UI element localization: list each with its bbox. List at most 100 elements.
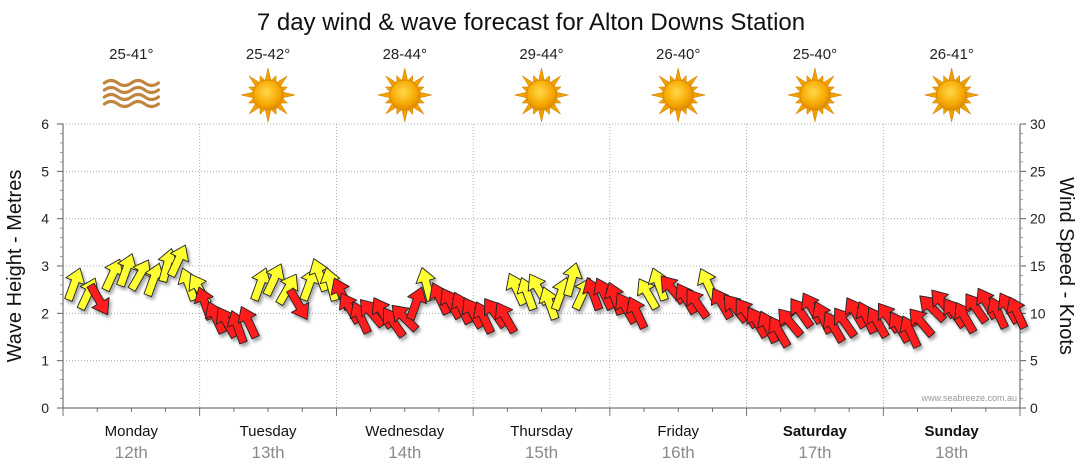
wind-arrow-mark — [686, 288, 711, 320]
tick-label-right: 5 — [1030, 353, 1038, 369]
wind-arrow-mark — [406, 286, 427, 321]
sun-ray — [264, 108, 272, 123]
wind-arrow-mark — [834, 307, 858, 339]
day-date-label: 17th — [798, 443, 831, 462]
sun-disc — [936, 79, 968, 111]
sun-ray — [377, 91, 392, 99]
wave-line — [102, 92, 160, 102]
wind-arrow-mark — [127, 259, 151, 292]
day-date-label: 14th — [388, 443, 421, 462]
sun-icon — [514, 67, 569, 123]
sun-disc — [252, 79, 284, 111]
tick-label-left: 2 — [41, 305, 49, 321]
weather-row: 25-41° 25-42° 28-44° 29-44° 26-40° 25-40° 26-4… — [102, 46, 979, 123]
temperature-label: 25-40° — [793, 46, 837, 63]
sun-disc — [526, 79, 557, 111]
sun-ray — [948, 108, 955, 123]
sun-ray — [924, 91, 938, 99]
sun-ray — [948, 67, 955, 82]
right-axis-label: Wind Speed - Knots — [1055, 177, 1077, 355]
temperature-label: 25-41° — [109, 46, 153, 63]
tick-label-left: 5 — [41, 163, 49, 179]
tick-label-left: 0 — [41, 400, 49, 416]
day-date-label: 18th — [935, 443, 968, 462]
tick-label-right: 25 — [1030, 163, 1046, 179]
sun-disc — [662, 79, 694, 111]
sun-ray — [965, 91, 979, 99]
sun-ray — [514, 91, 528, 99]
sun-icon — [241, 67, 296, 123]
sun-ray — [811, 108, 819, 123]
tick-label-left: 4 — [41, 211, 49, 227]
wind-arrow-mark — [391, 304, 420, 333]
sun-icon — [787, 67, 842, 123]
tick-label-left: 3 — [41, 258, 49, 274]
tick-label-right: 15 — [1030, 258, 1046, 274]
sun-ray — [418, 91, 432, 99]
sun-ray — [264, 67, 272, 82]
day-name-label: Sunday — [925, 423, 980, 440]
wind-arrow-mark — [237, 306, 260, 340]
day-name-label: Wednesday — [365, 423, 444, 440]
wind-arrow-mark — [286, 287, 310, 320]
sun-disc — [389, 79, 421, 111]
day-date-label: 13th — [252, 443, 285, 462]
wind-arrow-mark — [275, 273, 299, 307]
wind-arrows — [64, 244, 1029, 349]
sun-ray — [555, 91, 569, 99]
temperature-label: 26-40° — [656, 46, 700, 63]
wind-arrow-mark — [636, 278, 661, 311]
sun-ray — [651, 91, 665, 99]
wind-arrow-mark — [954, 302, 978, 335]
sun-ray — [401, 67, 409, 82]
tick-label-right: 0 — [1030, 400, 1038, 416]
sun-ray — [811, 67, 819, 82]
tick-label-left: 1 — [41, 353, 49, 369]
temperature-label: 29-44° — [519, 46, 563, 63]
wind-arrow-mark — [166, 244, 190, 278]
sun-ray — [401, 108, 409, 123]
day-name-label: Saturday — [783, 423, 848, 440]
wind-arrow-mark — [768, 316, 792, 349]
wave-line — [102, 99, 160, 109]
wind-arrow-mark — [1006, 296, 1029, 330]
wind-arrow-mark — [562, 262, 583, 298]
sun-icon — [651, 67, 706, 123]
sun-disc — [799, 79, 831, 111]
day-name-label: Friday — [657, 423, 699, 440]
tick-label-right: 10 — [1030, 305, 1046, 321]
wind-arrow-mark — [625, 296, 649, 330]
sun-ray — [241, 91, 255, 99]
wind-arrow-mark — [899, 315, 922, 349]
day-date-label: 12th — [115, 443, 148, 462]
wind-arrow-mark — [116, 253, 138, 288]
wave-line — [102, 78, 160, 88]
sun-ray — [538, 108, 545, 123]
chart-title: 7 day wind & wave forecast for Alton Dow… — [257, 9, 805, 36]
sun-ray — [538, 67, 545, 82]
wave-line — [102, 85, 160, 95]
left-axis-ticks: 0 1 2 3 4 5 6 — [41, 116, 63, 416]
sun-icon — [924, 67, 979, 123]
gridlines — [63, 123, 1020, 408]
day-date-label: 15th — [525, 443, 558, 462]
sun-ray — [674, 108, 682, 123]
waves-icon — [102, 78, 160, 109]
credit-text: www.seabreeze.com.au — [920, 393, 1017, 403]
sun-icon — [377, 67, 432, 123]
sun-ray — [787, 91, 802, 99]
wave-lines — [102, 78, 160, 109]
temperature-label: 25-42° — [246, 46, 290, 63]
day-name-label: Tuesday — [240, 423, 297, 440]
wind-arrow-mark — [778, 308, 805, 339]
wind-arrow-mark — [909, 308, 936, 339]
temperature-label: 26-41° — [929, 46, 973, 63]
sun-ray — [674, 67, 682, 82]
sun-ray — [281, 91, 296, 99]
tick-label-left: 6 — [41, 116, 49, 132]
day-date-label: 16th — [662, 443, 695, 462]
day-name-label: Thursday — [510, 423, 573, 440]
wind-arrow-mark — [494, 302, 518, 335]
sun-ray — [828, 91, 842, 99]
